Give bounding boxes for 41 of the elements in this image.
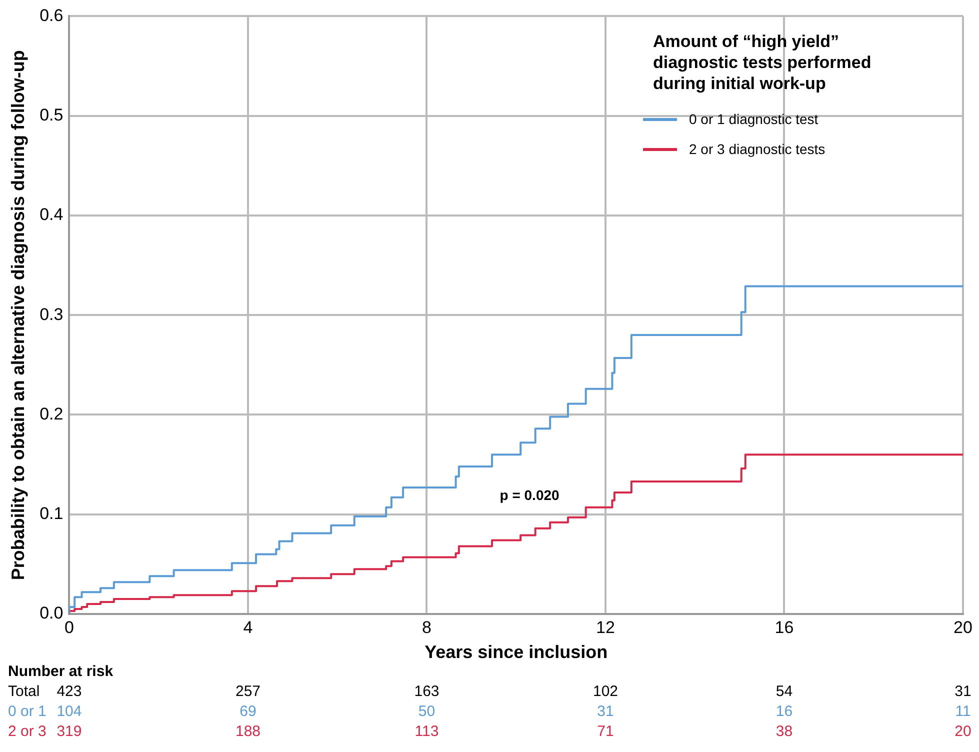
text: 163 (414, 683, 440, 700)
x-tick-label: 4 (243, 618, 253, 637)
text: 71 (597, 723, 614, 740)
legend-title: Amount of “high yield” diagnostic tests performed during initial work-up (653, 31, 872, 94)
text: 16 (776, 703, 793, 720)
y-tick-label: 0.5 (40, 106, 64, 125)
y-tick-label: 0.0 (40, 604, 64, 623)
y-tick-label: 0.6 (40, 6, 64, 25)
x-tick-label: 0 (64, 618, 74, 637)
text: 69 (240, 703, 256, 720)
y-tick-label: 0.2 (40, 404, 64, 424)
text: 104 (56, 703, 82, 720)
text: 113 (414, 723, 439, 740)
y-tick-label: 0.3 (40, 304, 64, 324)
x-tick-label: 12 (596, 618, 615, 637)
text: 31 (954, 683, 972, 700)
text: 102 (592, 683, 618, 700)
x-tick-label: 16 (774, 618, 794, 637)
y-tick-label: 0.1 (40, 504, 64, 524)
y-tick-label: 0.4 (40, 205, 64, 224)
text: 319 (56, 723, 82, 740)
text: Total (8, 683, 40, 700)
text: 188 (235, 723, 260, 740)
text: 38 (776, 723, 793, 740)
text: 11 (955, 703, 971, 720)
x-axis-title: Years since inclusion (424, 642, 608, 662)
annotation: p = 0.020 (500, 487, 560, 504)
text: 0 or 1 (8, 703, 46, 720)
text: 31 (597, 703, 614, 720)
text: 20 (954, 723, 972, 740)
legend-label: 2 or 3 diagnostic tests (689, 141, 826, 158)
y-axis-title: Probability to obtain an alternative diagnosis during follow-up (8, 50, 28, 580)
x-tick-label: 8 (422, 618, 432, 637)
text: 423 (56, 683, 82, 700)
text: 2 or 3 (8, 723, 46, 740)
text: Number at risk (8, 663, 114, 680)
text: 257 (235, 683, 260, 700)
text: 50 (418, 703, 436, 720)
x-tick-label: 20 (954, 618, 972, 637)
text: 54 (776, 683, 793, 700)
legend-label: 0 or 1 diagnostic test (689, 111, 818, 128)
